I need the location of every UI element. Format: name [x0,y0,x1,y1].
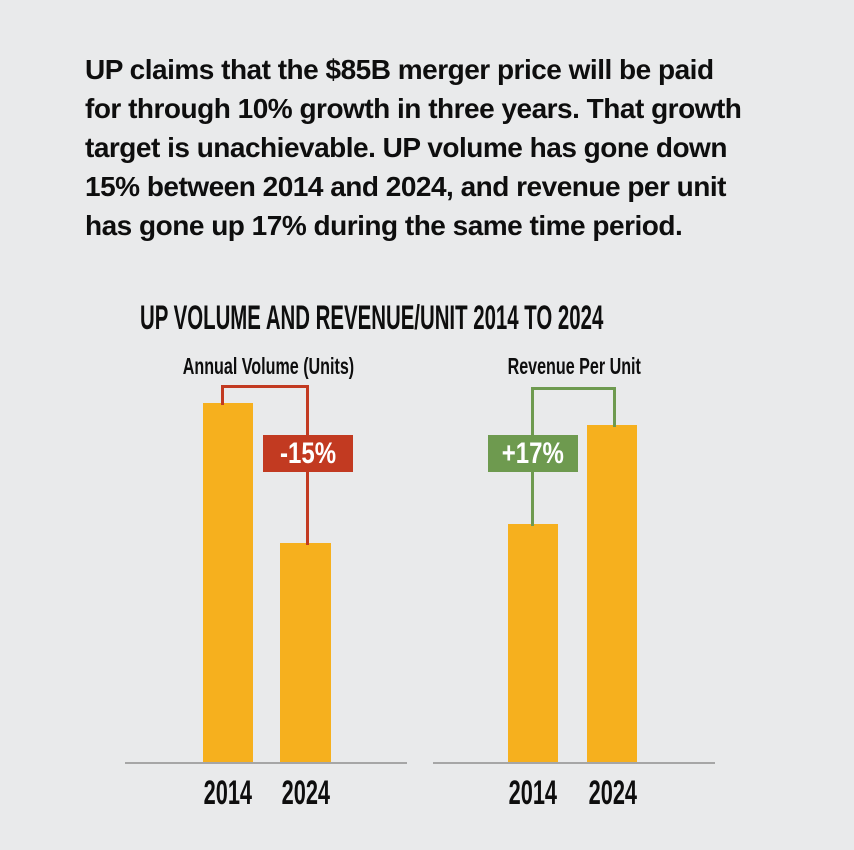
year-label-revenue-2024: 2024 [573,774,653,813]
bar-revenue-2024 [587,425,637,764]
axis-baseline-revenue [433,762,715,764]
connector-revenue-horizontal [531,387,616,390]
year-label-revenue-2014-text: 2014 [508,774,558,812]
year-label-volume-2014: 2014 [188,774,268,813]
change-badge-volume: -15% [263,435,353,472]
intro-paragraph: UP claims that the $85B merger price wil… [85,54,742,241]
connector-revenue-right-stub [613,387,616,427]
bar-revenue-2014 [508,524,558,764]
year-label-revenue-2014: 2014 [493,774,573,813]
year-label-revenue-2024-text: 2024 [588,774,638,812]
year-label-volume-2014-text: 2014 [203,774,253,812]
chart-title: UP VOLUME AND REVENUE/UNIT 2014 TO 2024 [140,299,854,338]
bar-volume-2014 [203,403,253,764]
panel-title-annual-volume-text: Annual Volume (Units) [182,353,354,379]
axis-baseline-volume [125,762,407,764]
change-badge-revenue: +17% [488,435,578,472]
panel-title-annual-volume: Annual Volume (Units) [132,353,404,380]
bar-volume-2024 [280,543,331,764]
panel-title-revenue-per-unit-text: Revenue Per Unit [507,353,641,379]
panel-title-revenue-per-unit: Revenue Per Unit [438,353,710,380]
change-badge-revenue-label: +17% [501,436,565,470]
change-badge-volume-label: -15% [279,436,337,470]
chart-title-text: UP VOLUME AND REVENUE/UNIT 2014 TO 2024 [140,299,604,337]
year-label-volume-2024-text: 2024 [281,774,331,812]
connector-volume-left-stub [221,385,224,405]
year-label-volume-2024: 2024 [266,774,346,813]
connector-volume-horizontal [221,385,309,388]
